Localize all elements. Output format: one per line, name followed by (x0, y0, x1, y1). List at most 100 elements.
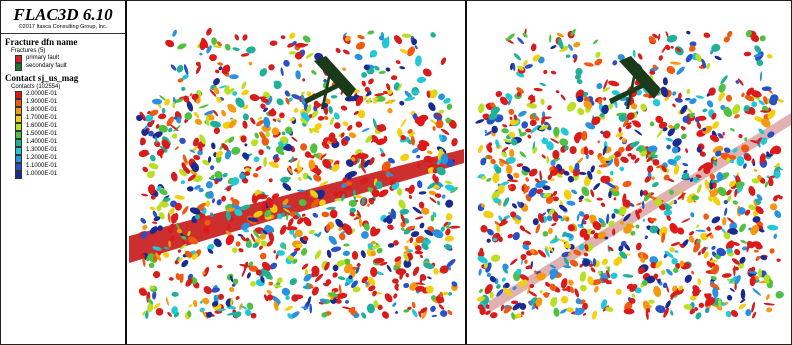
contact-disc (258, 149, 264, 155)
contact-disc (763, 96, 769, 105)
contact-disc (713, 156, 717, 161)
contact-disc (367, 30, 375, 35)
contact-disc (501, 151, 507, 158)
model-view-left[interactable] (129, 1, 467, 344)
contact-disc (596, 83, 603, 90)
secondary-fault (304, 56, 356, 109)
contact-disc (216, 96, 222, 103)
contact-disc (715, 150, 722, 157)
contact-disc (263, 157, 268, 167)
contact-disc (355, 121, 363, 128)
contact-disc (206, 45, 212, 54)
contact-disc (745, 309, 752, 317)
contact-disc (493, 197, 501, 204)
contact-disc (400, 135, 406, 141)
contact-disc (393, 35, 403, 45)
contact-disc (286, 226, 298, 231)
contact-disc (724, 207, 728, 216)
legend-label: 1.8000E-01 (26, 107, 58, 114)
contact-disc (753, 249, 759, 253)
contact-disc (373, 257, 385, 264)
contact-disc (602, 130, 611, 139)
contact-disc (302, 235, 309, 242)
contact-disc (556, 33, 564, 38)
contact-disc (248, 265, 259, 272)
contact-disc (777, 98, 784, 103)
contact-disc (606, 213, 610, 225)
contact-disc (547, 227, 553, 235)
contact-disc (550, 138, 560, 144)
contact-disc (164, 98, 171, 106)
contact-disc (509, 119, 519, 126)
contact-disc (499, 96, 509, 106)
contact-disc (359, 177, 369, 185)
contact-disc (655, 305, 666, 314)
contact-disc (381, 37, 390, 49)
contact-disc (310, 110, 319, 119)
contact-disc (189, 169, 198, 176)
contact-disc (234, 34, 240, 41)
contact-disc (230, 177, 240, 186)
contact-disc (769, 248, 775, 254)
contact-disc (528, 168, 538, 177)
contact-disc (498, 158, 509, 165)
contact-disc (414, 45, 418, 50)
contact-disc (179, 137, 186, 144)
contact-disc (330, 117, 334, 126)
contact-disc (483, 210, 494, 219)
contact-disc (760, 255, 768, 261)
contact-disc (451, 281, 458, 287)
contact-disc (421, 309, 428, 319)
contact-disc (712, 287, 719, 299)
contact-disc (768, 178, 774, 187)
contact-disc (537, 213, 545, 223)
contact-disc (293, 108, 299, 113)
contact-disc (578, 199, 583, 203)
contact-disc (415, 285, 425, 292)
contact-disc (147, 184, 156, 195)
contact-disc (734, 266, 739, 271)
contact-disc (530, 125, 539, 134)
contact-disc (152, 221, 158, 224)
model-view-right[interactable] (469, 1, 791, 344)
contact-disc (140, 231, 148, 239)
contact-disc (711, 245, 716, 250)
contact-disc (181, 259, 189, 268)
contact-disc (661, 165, 667, 173)
contact-disc (221, 109, 227, 117)
contact-disc (551, 222, 557, 227)
contact-disc (486, 228, 494, 236)
contact-disc (524, 259, 528, 264)
contact-disc (563, 189, 572, 200)
contact-disc (575, 68, 583, 76)
contact-disc (379, 35, 385, 41)
contact-disc (723, 147, 731, 154)
contact-disc (373, 300, 379, 308)
contact-disc (725, 94, 733, 102)
contact-disc (228, 119, 237, 129)
contact-disc (652, 181, 659, 188)
contact-disc (594, 58, 603, 66)
contact-disc (194, 184, 201, 190)
contact-disc (618, 114, 628, 122)
contact-disc (649, 225, 658, 234)
contact-disc (378, 70, 386, 75)
contact-disc (435, 119, 444, 129)
contact-disc (172, 101, 176, 109)
contact-disc (140, 217, 147, 224)
contact-disc (370, 267, 378, 277)
contact-disc (421, 242, 429, 251)
contact-disc (652, 159, 660, 166)
contact-disc (541, 137, 549, 145)
contact-disc (162, 197, 171, 202)
contact-disc (227, 103, 237, 113)
contact-disc (757, 174, 762, 180)
contact-disc (423, 262, 435, 270)
contact-disc (332, 272, 338, 278)
contact-disc (152, 98, 162, 105)
contact-disc (756, 59, 764, 67)
contact-disc (534, 303, 539, 310)
contact-disc (497, 220, 508, 227)
contact-disc (444, 184, 456, 192)
contact-disc (513, 172, 520, 179)
